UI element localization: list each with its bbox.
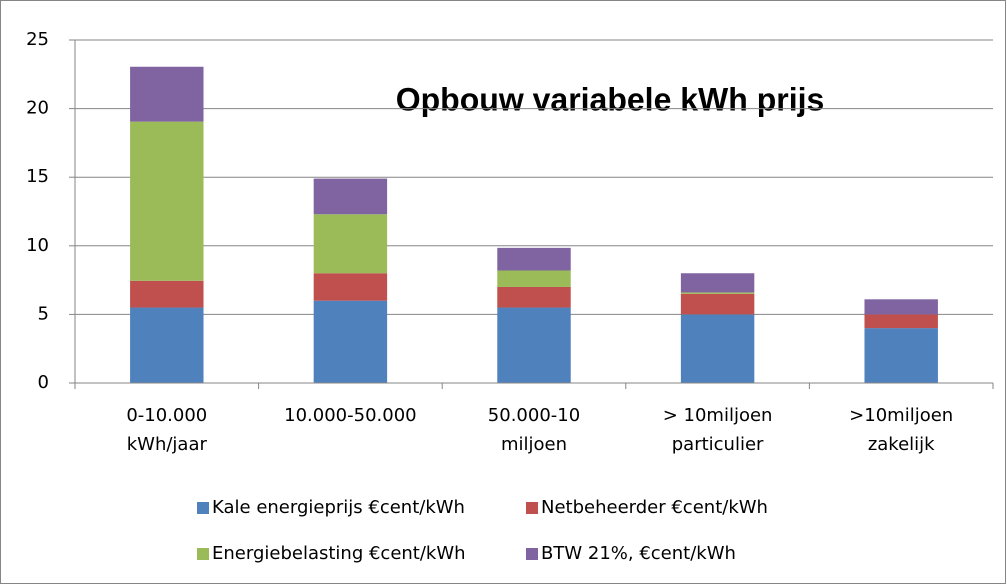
bar-segment — [497, 307, 571, 383]
legend-label: Energiebelasting €cent/kWh — [212, 543, 466, 564]
y-tick-label: 20 — [26, 98, 49, 119]
bar-segment — [680, 314, 755, 383]
legend-label: Netbeheerder €cent/kWh — [541, 497, 768, 518]
y-tick-label: 5 — [38, 303, 49, 324]
bar-segment — [680, 293, 755, 315]
bar-segment — [497, 270, 571, 287]
chart-title: Opbouw variabele kWh prijs — [396, 81, 825, 117]
y-tick-label: 0 — [38, 372, 49, 393]
x-tick-label: zakelijk — [868, 434, 935, 455]
bar-segment — [497, 286, 571, 308]
x-tick-label: 50.000-10 — [488, 405, 580, 426]
legend-label: BTW 21%, €cent/kWh — [541, 543, 736, 564]
x-tick-label: > 10miljoen — [663, 405, 773, 426]
x-tick-label: 10.000-50.000 — [284, 405, 416, 426]
x-tick-label: kWh/jaar — [127, 434, 208, 455]
legend-swatch — [197, 502, 209, 514]
bar-segment — [680, 273, 755, 293]
bar-segment — [313, 273, 388, 301]
y-tick-label: 10 — [26, 235, 49, 256]
y-tick-label: 25 — [26, 29, 49, 50]
bar-segment — [313, 300, 388, 383]
bar-segment — [313, 214, 388, 274]
x-tick-label: >10miljoen — [849, 405, 953, 426]
x-tick-label: 0-10.000 — [126, 405, 207, 426]
legend-swatch — [197, 548, 209, 560]
bar-segment — [130, 66, 204, 122]
bar-segment — [130, 121, 204, 281]
x-tick-label: miljoen — [501, 434, 567, 455]
bar-segment — [497, 247, 571, 271]
bar-segment — [864, 299, 938, 315]
y-tick-label: 15 — [26, 166, 49, 187]
bar-segment — [864, 314, 938, 329]
bar-segment — [130, 307, 204, 383]
bar-segment — [313, 178, 388, 215]
x-tick-label: particulier — [672, 434, 764, 455]
bar-segment — [864, 328, 938, 383]
legend-swatch — [526, 502, 538, 514]
legend-swatch — [526, 548, 538, 560]
bar-segment — [130, 280, 204, 308]
bar-segment — [680, 292, 755, 294]
legend-label: Kale energieprijs €cent/kWh — [212, 497, 465, 518]
